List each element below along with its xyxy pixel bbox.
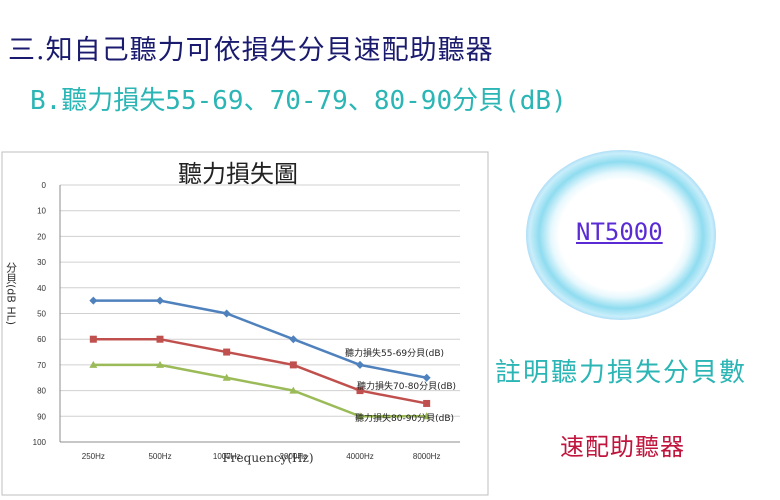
note-line-1: 註明聽力損失分貝數 — [495, 358, 748, 388]
data-point — [156, 360, 164, 368]
series-line — [93, 337, 427, 405]
data-point — [89, 335, 97, 343]
x-tick-label: 500Hz — [148, 452, 171, 461]
data-point — [356, 387, 364, 395]
data-point — [89, 296, 98, 305]
data-point — [289, 335, 298, 344]
y-tick-label: 0 — [42, 181, 47, 190]
data-point — [222, 309, 231, 318]
y-tick-label: 60 — [37, 335, 46, 344]
note-line-2: 速配助聽器 — [560, 433, 685, 461]
y-tick-label: 70 — [37, 361, 46, 370]
x-tick-label: 250Hz — [82, 452, 105, 461]
series-line — [93, 299, 427, 379]
price-link[interactable]: NT5000 — [576, 218, 663, 246]
y-axis-label: 分貝(dB HL) — [5, 262, 18, 325]
data-point — [89, 360, 98, 368]
data-point — [356, 412, 364, 420]
data-point — [423, 399, 431, 407]
chart-frame — [1, 151, 489, 496]
page-subheading: B.聽力損失55-69、70-79、80-90分貝(dB) — [30, 86, 567, 116]
data-point — [422, 373, 431, 382]
series-label: 聽力損失80-90分貝(dB) — [355, 412, 454, 424]
series-label: 聽力損失70-80分貝(dB) — [357, 380, 456, 392]
data-point — [289, 361, 297, 369]
page-heading: 三.知自己聽力可依損失分貝速配助聽器 — [8, 35, 494, 66]
data-point — [156, 335, 164, 343]
y-tick-label: 90 — [37, 412, 46, 421]
data-point — [356, 360, 364, 369]
x-axis-label: Frequency(Hz) — [222, 451, 313, 465]
y-tick-label: 40 — [37, 284, 46, 293]
decorative-ring — [526, 150, 716, 320]
x-tick-label: 2000Hz — [280, 452, 308, 461]
x-tick-label: 8000Hz — [413, 452, 441, 461]
chart-title: 聽力損失圖 — [178, 160, 298, 188]
data-point — [156, 296, 164, 305]
data-point — [289, 386, 298, 394]
y-tick-label: 30 — [37, 258, 46, 267]
series-label: 聽力損失55-69分貝(dB) — [345, 347, 444, 359]
data-point — [223, 348, 231, 356]
y-tick-label: 20 — [37, 232, 46, 241]
x-tick-label: 4000Hz — [346, 452, 374, 461]
hearing-loss-chart: 0 10 20 30 40 50 60 70 80 90 100 250Hz 500Hz 1000Hz 20… — [1, 151, 489, 496]
y-tick-label: 10 — [37, 207, 46, 216]
y-tick-label: 50 — [37, 310, 46, 319]
data-point — [422, 412, 431, 420]
y-tick-label: 100 — [33, 438, 47, 447]
y-tick-label: 80 — [37, 387, 46, 396]
x-tick-label: 1000Hz — [213, 452, 241, 461]
data-point — [222, 373, 231, 381]
series-line — [93, 363, 427, 418]
